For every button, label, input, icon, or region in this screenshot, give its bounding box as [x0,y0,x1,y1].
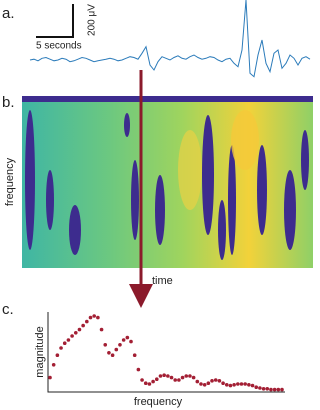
point [48,375,52,380]
point [66,338,71,342]
point [177,378,181,382]
point [210,379,214,383]
point [206,381,211,386]
point [195,379,200,384]
point [232,383,236,387]
point [261,387,266,391]
point [258,386,262,390]
scale-y-label: 200 μV [87,4,98,36]
point [184,374,189,378]
point [280,387,284,392]
point [247,383,251,387]
point [59,346,63,350]
point [114,347,119,352]
scale-bar [36,4,74,38]
point [162,373,166,378]
point [221,381,225,386]
point [143,381,148,386]
point [88,315,93,320]
point [217,379,222,383]
panel-label: a. [2,5,15,22]
point [110,353,115,358]
point [147,382,152,386]
point [269,387,273,392]
point [158,374,163,378]
point [254,385,259,390]
point [121,338,126,342]
point [73,331,78,335]
spectrogram [22,96,313,268]
point [166,374,170,378]
point [272,387,277,392]
point [191,375,196,380]
point [140,378,144,382]
x-axis-label: time [152,275,173,287]
point [224,383,229,387]
point [180,375,185,380]
point [188,374,192,378]
y-axis-label: frequency [4,157,16,206]
point [132,353,137,358]
y-axis-label: magnitude [34,326,46,377]
point [77,327,82,332]
point [228,383,233,388]
point [199,382,203,386]
point [154,377,159,382]
point [85,319,89,324]
point [62,341,67,346]
point [250,383,255,388]
point [96,315,100,320]
point [129,339,133,344]
point [169,375,174,380]
trace [29,0,311,78]
point [239,382,244,386]
point [81,323,85,328]
point [107,351,111,355]
point [99,327,104,332]
axes [47,312,285,393]
point [173,378,178,382]
point [236,382,240,386]
point [103,343,108,347]
point [265,387,270,391]
panel-label: c. [2,301,14,318]
point [136,367,141,372]
point [243,382,247,386]
point [55,353,60,358]
point [125,335,130,340]
point [276,387,281,392]
point [92,314,96,318]
point [202,383,207,387]
x-axis-label: frequency [134,396,183,408]
point [70,334,74,338]
point [51,363,56,367]
point [151,379,155,384]
panel-label: b. [2,94,15,111]
scale-x-label: 5 seconds [36,41,82,52]
point [118,343,122,347]
point [213,378,218,382]
